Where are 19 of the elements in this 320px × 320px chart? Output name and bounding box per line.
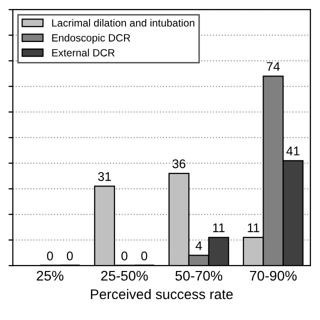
data-label: 0 (121, 252, 128, 260)
data-label: 0 (66, 252, 73, 260)
x-tick-label: 25% (36, 270, 64, 281)
data-label: 36 (172, 159, 186, 168)
x-axis-title: Perceived success rate (90, 288, 233, 300)
data-label: 31 (98, 172, 111, 181)
data-label: 11 (248, 223, 260, 232)
legend-label: Lacrimal dilation and intubation (52, 18, 194, 27)
legend-label: Endoscopic DCR (52, 34, 130, 44)
data-label: 0 (141, 252, 148, 260)
data-label: 74 (266, 62, 280, 71)
x-tick-label: 50-70% (175, 270, 222, 281)
data-label: 11 (213, 223, 225, 232)
x-tick-label: 25-50% (101, 270, 148, 281)
legend-label: External DCR (52, 48, 115, 56)
data-label: 41 (286, 146, 300, 156)
x-tick-label: 70-90% (250, 270, 297, 281)
data-label: 0 (47, 252, 53, 260)
data-label: 4 (196, 241, 202, 250)
